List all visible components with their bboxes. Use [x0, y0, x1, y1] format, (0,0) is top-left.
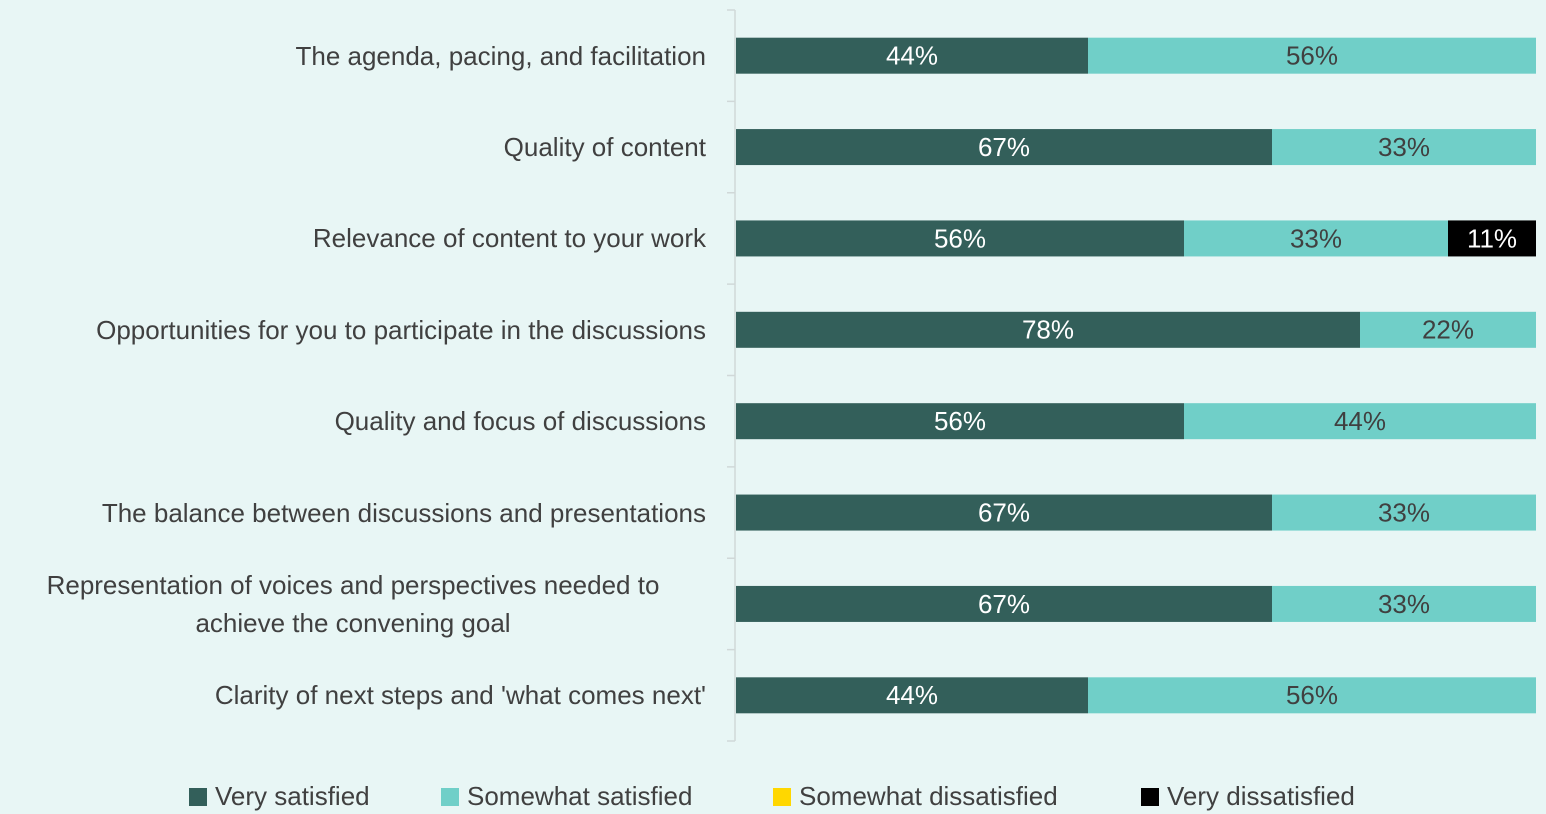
- bar-segment: [736, 677, 1088, 714]
- legend-swatch: [441, 788, 459, 806]
- bar-segment: [736, 311, 1360, 348]
- category-label-box: The agenda, pacing, and facilitation: [0, 6, 706, 106]
- legend-swatch: [1141, 788, 1159, 806]
- category-label-box: Opportunities for you to participate in …: [0, 280, 706, 380]
- category-label: Representation of voices and perspective…: [46, 569, 660, 638]
- value-label: 44%: [886, 680, 938, 710]
- category-label: The balance between discussions and pres…: [101, 497, 706, 528]
- bar-segment: [736, 403, 1184, 440]
- legend-label: Somewhat dissatisfied: [799, 781, 1058, 811]
- value-label: 44%: [886, 41, 938, 71]
- bar-segment: [736, 37, 1088, 74]
- value-label: 78%: [1022, 315, 1074, 345]
- value-label: 56%: [934, 223, 986, 253]
- value-label: 22%: [1422, 315, 1474, 345]
- legend-swatch: [189, 788, 207, 806]
- bar-segment: [1360, 311, 1536, 348]
- legend-label: Very satisfied: [215, 781, 370, 811]
- category-label-box: Relevance of content to your work: [0, 188, 706, 288]
- category-label: Clarity of next steps and 'what comes ne…: [214, 680, 706, 711]
- legend-label: Somewhat satisfied: [467, 781, 692, 811]
- category-label-box: Quality and focus of discussions: [0, 371, 706, 471]
- bar-segment: [1088, 37, 1536, 74]
- category-label: Opportunities for you to participate in …: [96, 314, 706, 345]
- category-label-box: Quality of content: [0, 97, 706, 197]
- bar-segment: [1184, 220, 1448, 257]
- category-label: Quality and focus of discussions: [334, 406, 706, 437]
- legend-swatch: [773, 788, 791, 806]
- bar-segment: [736, 494, 1272, 531]
- category-label: The agenda, pacing, and facilitation: [295, 40, 706, 71]
- category-label-box: The balance between discussions and pres…: [0, 463, 706, 563]
- bar-segment: [736, 129, 1272, 166]
- value-label: 67%: [978, 497, 1030, 527]
- value-label: 56%: [934, 406, 986, 436]
- category-label: Relevance of content to your work: [312, 223, 706, 254]
- value-label: 67%: [978, 132, 1030, 162]
- category-label: Quality of content: [503, 132, 706, 163]
- bar-segment: [736, 220, 1184, 257]
- value-label: 33%: [1378, 497, 1430, 527]
- bar-segment: [1448, 220, 1536, 257]
- value-label: 56%: [1286, 41, 1338, 71]
- value-label: 56%: [1286, 680, 1338, 710]
- category-label-box: Clarity of next steps and 'what comes ne…: [0, 645, 706, 745]
- value-label: 33%: [1290, 223, 1342, 253]
- value-label: 44%: [1334, 406, 1386, 436]
- category-label-box: Representation of voices and perspective…: [0, 554, 706, 654]
- bar-segment: [1272, 585, 1536, 622]
- value-label: 67%: [978, 589, 1030, 619]
- value-label: 33%: [1378, 589, 1430, 619]
- bar-segment: [1088, 677, 1536, 714]
- bar-segment: [736, 585, 1272, 622]
- legend-label: Very dissatisfied: [1167, 781, 1355, 811]
- bar-segment: [1272, 494, 1536, 531]
- bar-segment: [1184, 403, 1536, 440]
- value-label: 33%: [1378, 132, 1430, 162]
- value-label: 11%: [1467, 223, 1517, 253]
- bar-segment: [1272, 129, 1536, 166]
